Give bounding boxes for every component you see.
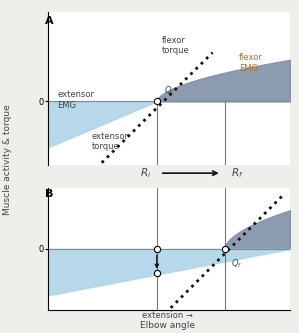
Text: extension →: extension → [142, 311, 193, 320]
Text: flexor
torque: flexor torque [162, 36, 190, 55]
Text: $R_i$: $R_i$ [140, 166, 151, 180]
Text: $Q_f$: $Q_f$ [231, 258, 242, 270]
Text: $R_f$: $R_f$ [231, 166, 243, 180]
Text: Muscle activity & torque: Muscle activity & torque [3, 105, 12, 215]
Text: flexor
EMG: flexor EMG [239, 53, 263, 73]
Text: B: B [45, 189, 54, 199]
Text: Elbow angle: Elbow angle [140, 321, 195, 330]
Text: A: A [45, 16, 54, 26]
Text: $Q_i$: $Q_i$ [164, 85, 174, 97]
Text: extensor
EMG: extensor EMG [57, 91, 94, 110]
Text: extensor
torque: extensor torque [91, 132, 129, 152]
